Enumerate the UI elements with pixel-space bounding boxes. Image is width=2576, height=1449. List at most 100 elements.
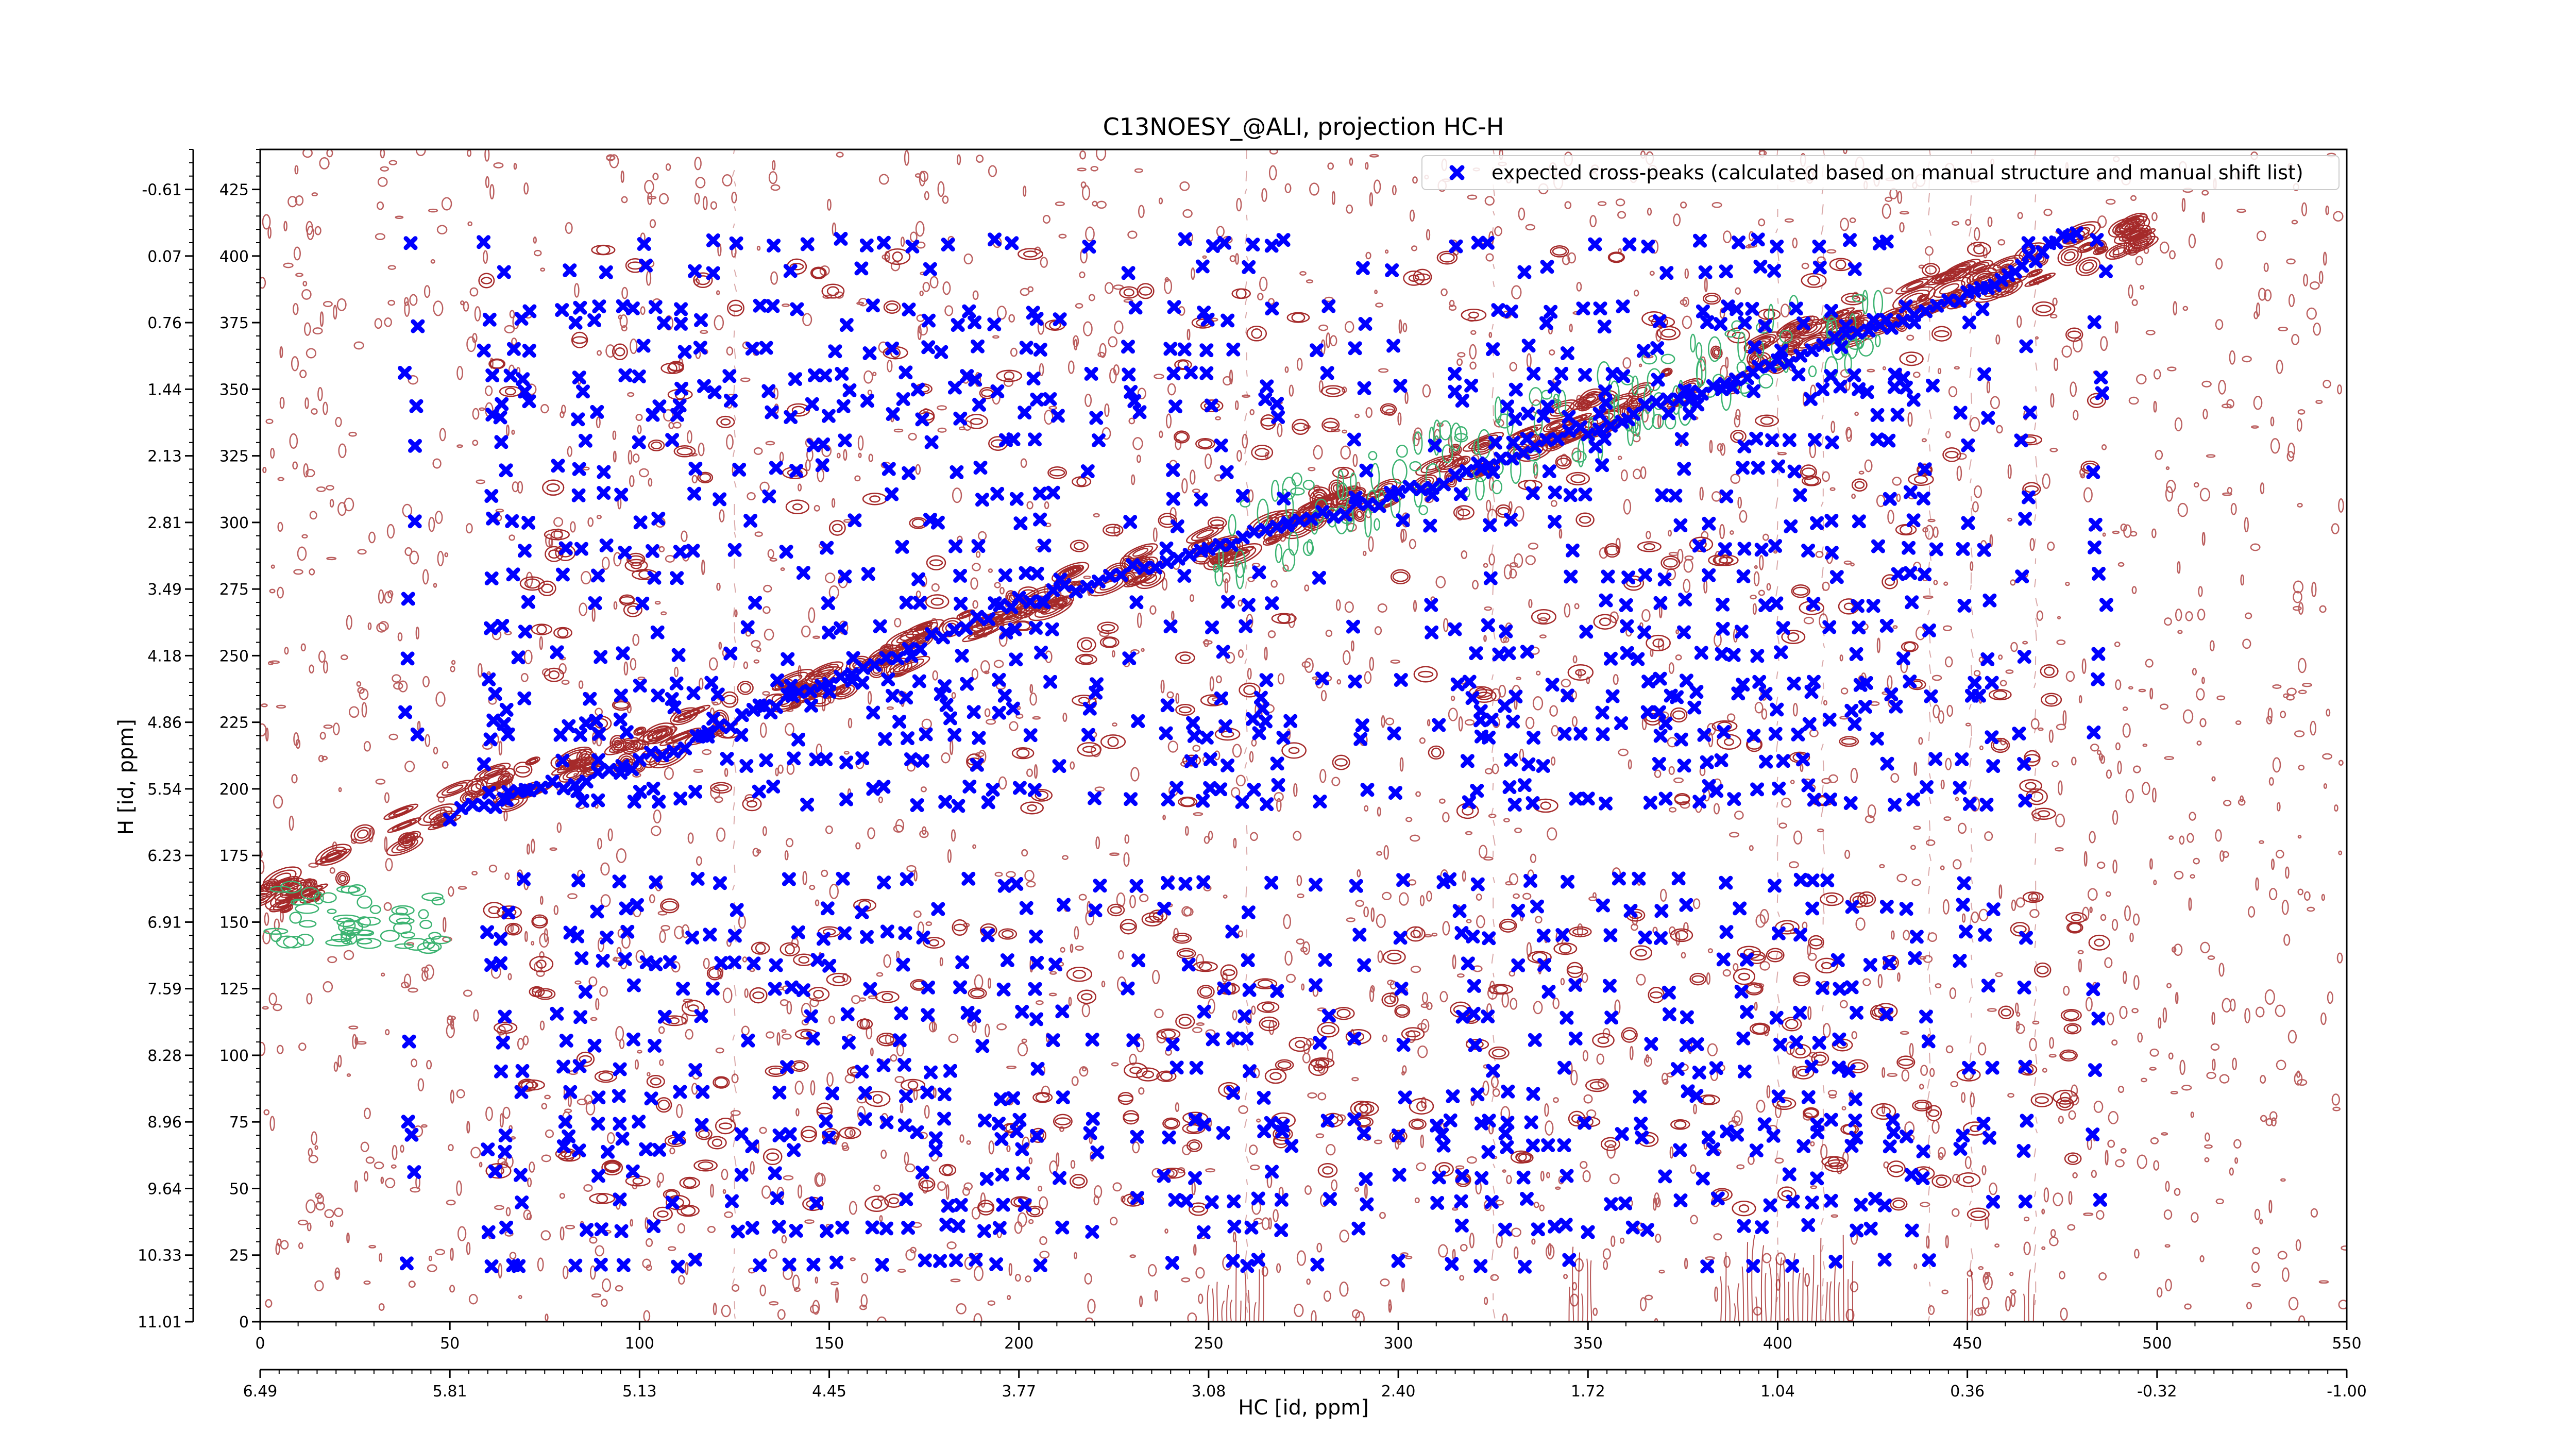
- cross-peak: [902, 466, 916, 480]
- cross-peak: [1507, 798, 1522, 812]
- cross-peak: [1206, 239, 1220, 253]
- cross-peak: [592, 727, 606, 741]
- cross-peak: [1562, 410, 1576, 424]
- cross-peak: [1346, 619, 1360, 634]
- cross-peak: [941, 1199, 955, 1213]
- cross-peak: [1653, 729, 1668, 743]
- cross-peak: [868, 658, 882, 672]
- cross-peak: [1057, 898, 1071, 912]
- cross-peak: [1644, 1037, 1658, 1051]
- cross-peak: [1264, 875, 1279, 890]
- cross-peak: [902, 642, 916, 656]
- cross-peak: [913, 642, 927, 656]
- cross-peak: [1548, 485, 1562, 500]
- cross-peak: [1930, 298, 1944, 313]
- cross-peak: [912, 674, 926, 688]
- cross-peak: [1246, 712, 1260, 726]
- cross-peak: [879, 1115, 894, 1130]
- cross-peak: [574, 951, 589, 966]
- cross-peak: [1424, 598, 1438, 612]
- cross-peak: [981, 795, 995, 810]
- cross-peak: [1731, 686, 1745, 701]
- cross-peak: [1357, 381, 1371, 395]
- cross-peak: [503, 368, 518, 383]
- cross-peak: [1394, 673, 1408, 687]
- cross-peak: [1879, 1007, 1893, 1022]
- cross-peak: [625, 301, 640, 315]
- cross-peak: [1769, 596, 1784, 611]
- cross-peak: [575, 794, 589, 808]
- cross-peak: [916, 753, 929, 768]
- cross-peak: [505, 514, 519, 528]
- cross-peak: [1956, 1128, 1970, 1143]
- cross-peak: [1986, 759, 2001, 773]
- cross-peak: [1784, 519, 1798, 533]
- cross-peak: [627, 795, 641, 809]
- cross-peak: [885, 341, 899, 356]
- cross-peak: [630, 898, 644, 912]
- cross-peak: [997, 688, 1012, 703]
- x-tick-label: 250: [1194, 1335, 1223, 1353]
- cross-peak: [1536, 929, 1551, 943]
- cross-peak: [1128, 300, 1143, 315]
- cross-peak: [648, 300, 663, 314]
- cross-peak: [1733, 901, 1747, 916]
- cross-peak: [1092, 433, 1106, 447]
- cross-peak: [1274, 1223, 1289, 1237]
- cross-peak: [943, 1064, 957, 1078]
- cross-peak: [1468, 1038, 1482, 1052]
- cross-peak: [618, 368, 633, 382]
- cross-peak: [599, 265, 613, 279]
- cross-peak: [1793, 928, 1807, 942]
- cross-peak: [2094, 370, 2108, 384]
- cross-peak: [1045, 622, 1059, 636]
- cross-peak: [1166, 463, 1180, 477]
- cross-peak: [1483, 518, 1497, 532]
- cross-peak: [961, 871, 976, 886]
- cross-peak: [1179, 1193, 1193, 1208]
- cross-peak: [2020, 1114, 2034, 1128]
- cross-peak: [1391, 1254, 1405, 1268]
- cross-peak: [1793, 348, 1808, 363]
- cross-peak: [1033, 486, 1047, 501]
- cross-peak: [1012, 781, 1027, 795]
- cross-peak: [663, 955, 677, 969]
- cross-peak: [1863, 1221, 1878, 1236]
- cross-peak: [1903, 485, 1918, 499]
- cross-peak: [1247, 525, 1261, 539]
- cross-peak: [803, 684, 818, 698]
- cross-peak: [1450, 677, 1465, 692]
- cross-peak: [488, 1164, 502, 1178]
- cross-peak: [1199, 343, 1214, 358]
- cross-peak: [1484, 713, 1499, 727]
- cross-peak: [2091, 647, 2106, 661]
- cross-peak: [651, 512, 666, 526]
- cross-peak: [1396, 873, 1411, 887]
- cross-peak: [667, 700, 682, 715]
- cross-peak: [1782, 1167, 1797, 1182]
- cross-peak: [1547, 380, 1562, 394]
- cross-peak: [1748, 340, 1762, 355]
- cross-peak: [1043, 675, 1058, 689]
- cross-peak: [1653, 596, 1668, 610]
- cross-peak: [951, 1219, 965, 1233]
- cross-peak: [696, 1085, 710, 1099]
- cross-peak: [1475, 1171, 1489, 1185]
- cross-peak: [1251, 1191, 1265, 1206]
- cross-peak: [2086, 465, 2100, 479]
- cross-peak: [782, 1257, 796, 1272]
- cross-peak: [993, 598, 1007, 612]
- cross-peak: [639, 258, 653, 273]
- cross-peak: [688, 784, 703, 799]
- cross-peak: [398, 705, 413, 719]
- cross-peak: [1810, 1171, 1824, 1186]
- cross-peak: [1526, 796, 1540, 810]
- cross-peak: [1053, 312, 1067, 327]
- cross-peak: [1599, 593, 1613, 608]
- y-ppm-tick-label: 6.23: [147, 847, 182, 865]
- y-tick-label: 100: [219, 1047, 249, 1065]
- cross-peak: [484, 1259, 499, 1273]
- cross-peak: [732, 462, 747, 477]
- cross-peak: [1592, 422, 1606, 436]
- cross-peak: [1652, 705, 1666, 719]
